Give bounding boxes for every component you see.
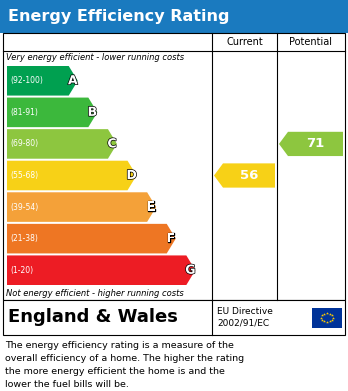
Bar	[3, 33, 345, 300]
Text: 56: 56	[240, 169, 258, 182]
Polygon shape	[7, 224, 176, 253]
Text: Very energy efficient - lower running costs: Very energy efficient - lower running co…	[6, 54, 184, 63]
Text: (69-80): (69-80)	[10, 140, 38, 149]
Text: Current: Current	[226, 37, 263, 47]
Text: England & Wales: England & Wales	[8, 308, 178, 326]
Text: (81-91): (81-91)	[10, 108, 38, 117]
Text: A: A	[68, 74, 78, 87]
Text: B: B	[88, 106, 97, 119]
Text: Not energy efficient - higher running costs: Not energy efficient - higher running co…	[6, 289, 184, 298]
Text: Energy Efficiency Rating: Energy Efficiency Rating	[8, 9, 229, 24]
Text: EU Directive
2002/91/EC: EU Directive 2002/91/EC	[217, 307, 273, 328]
Text: (39-54): (39-54)	[10, 203, 38, 212]
Polygon shape	[7, 255, 195, 285]
Bar	[0, 0, 348, 33]
Text: D: D	[126, 169, 137, 182]
Polygon shape	[279, 132, 343, 156]
Polygon shape	[7, 161, 136, 190]
Bar	[312, 307, 342, 328]
Text: Potential: Potential	[290, 37, 332, 47]
Text: (1-20): (1-20)	[10, 266, 33, 275]
Text: 71: 71	[306, 137, 325, 151]
Text: (21-38): (21-38)	[10, 234, 38, 243]
Text: F: F	[167, 232, 175, 245]
Text: G: G	[185, 264, 196, 277]
Text: C: C	[108, 137, 117, 151]
Text: (92-100): (92-100)	[10, 76, 43, 85]
Text: E: E	[147, 201, 156, 213]
Polygon shape	[214, 163, 275, 188]
Polygon shape	[7, 129, 117, 159]
Polygon shape	[7, 192, 156, 222]
Polygon shape	[7, 98, 97, 127]
Bar	[3, 300, 345, 335]
Text: The energy efficiency rating is a measure of the
overall efficiency of a home. T: The energy efficiency rating is a measur…	[5, 341, 244, 389]
Polygon shape	[7, 66, 78, 95]
Text: (55-68): (55-68)	[10, 171, 38, 180]
